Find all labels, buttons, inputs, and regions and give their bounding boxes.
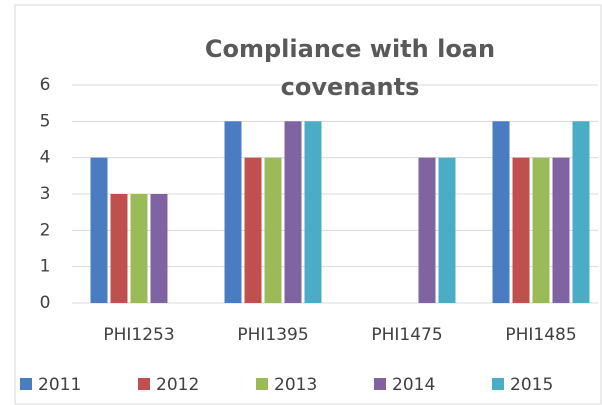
bar <box>552 157 570 303</box>
x-tick-label: PHI1253 <box>103 325 174 345</box>
chart-title: Compliance with loan covenants <box>204 35 496 101</box>
bar <box>224 121 242 303</box>
legend-swatch <box>374 378 386 390</box>
legend-label: 2015 <box>510 375 553 395</box>
y-tick-label: 2 <box>40 220 51 240</box>
legend-swatch <box>492 378 504 390</box>
y-tick-label: 6 <box>40 75 51 95</box>
bar <box>90 157 108 303</box>
x-tick-label: PHI1395 <box>237 325 308 345</box>
legend-swatch <box>256 378 268 390</box>
bar <box>110 194 128 303</box>
chart-border <box>14 4 602 405</box>
legend-swatch <box>138 378 150 390</box>
legend-label: 2013 <box>274 375 317 395</box>
legend-label: 2011 <box>38 375 81 395</box>
bar <box>512 157 530 303</box>
bar <box>418 157 436 303</box>
x-tick-label: PHI1475 <box>371 325 442 345</box>
x-tick-label: PHI1485 <box>505 325 576 345</box>
bar <box>284 121 302 303</box>
y-tick-label: 5 <box>40 111 51 131</box>
bar <box>572 121 590 303</box>
bar <box>438 157 456 303</box>
bar <box>304 121 322 303</box>
bar <box>264 157 282 303</box>
bar <box>130 194 148 303</box>
y-tick-label: 4 <box>40 148 51 168</box>
legend-label: 2014 <box>392 375 435 395</box>
legend-swatch <box>20 378 32 390</box>
y-tick-label: 1 <box>40 257 51 277</box>
y-tick-label: 0 <box>40 293 51 313</box>
legend-label: 2012 <box>156 375 199 395</box>
bar <box>492 121 510 303</box>
y-tick-label: 3 <box>40 184 51 204</box>
bar <box>532 157 550 303</box>
bar <box>150 194 168 303</box>
bar <box>244 157 262 303</box>
